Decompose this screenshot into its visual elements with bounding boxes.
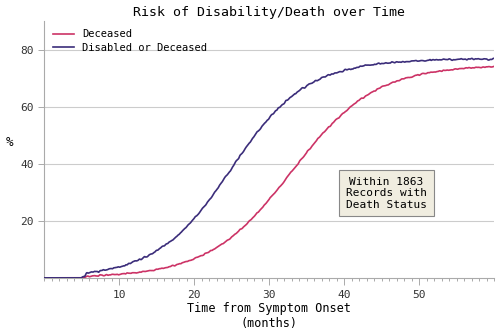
Deceased <box>240 226 246 230</box>
Disabled or Deceased <box>240 151 246 155</box>
Legend: Deceased, Disabled or Deceased: Deceased, Disabled or Deceased <box>50 26 210 56</box>
Deceased <box>392 80 398 84</box>
Deceased <box>350 102 356 107</box>
Disabled or Deceased <box>492 56 498 60</box>
Disabled or Deceased <box>224 174 230 178</box>
X-axis label: Time from Symptom Onset
(months): Time from Symptom Onset (months) <box>188 302 352 330</box>
Deceased <box>400 77 406 81</box>
Disabled or Deceased <box>400 60 406 64</box>
Title: Risk of Disability/Death over Time: Risk of Disability/Death over Time <box>134 6 406 18</box>
Text: Within 1863
Records with
Death Status: Within 1863 Records with Death Status <box>346 176 427 210</box>
Disabled or Deceased <box>392 60 398 65</box>
Y-axis label: %: % <box>6 136 13 150</box>
Line: Deceased: Deceased <box>44 66 494 278</box>
Disabled or Deceased <box>88 270 94 275</box>
Deceased <box>492 64 498 68</box>
Disabled or Deceased <box>350 67 356 71</box>
Line: Disabled or Deceased: Disabled or Deceased <box>44 58 494 278</box>
Deceased <box>42 276 48 280</box>
Disabled or Deceased <box>42 276 48 280</box>
Deceased <box>88 275 94 279</box>
Deceased <box>224 239 230 243</box>
